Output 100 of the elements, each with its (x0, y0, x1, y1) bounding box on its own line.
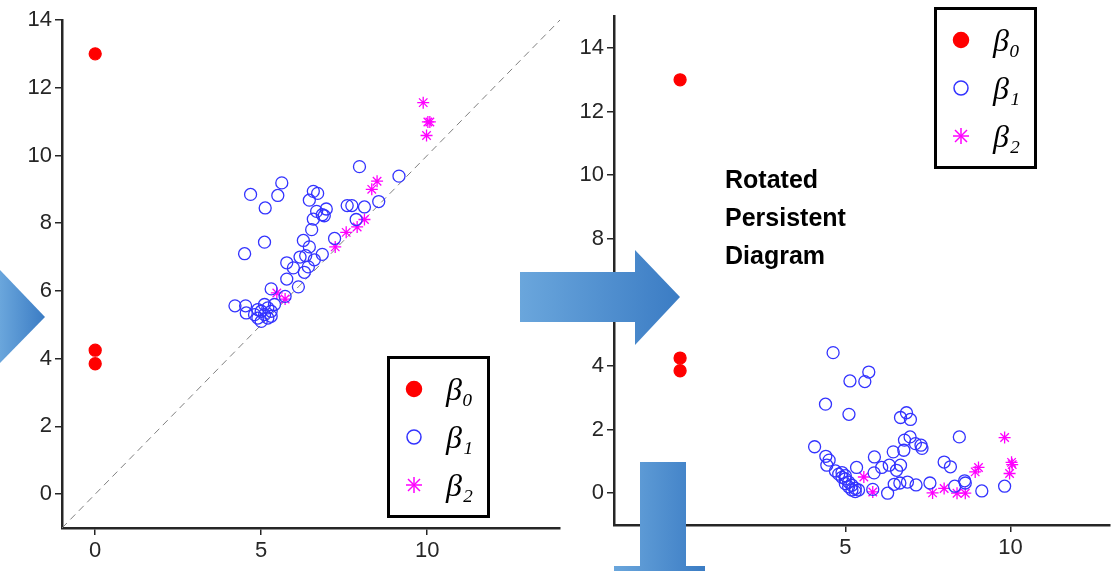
y-tick-label: 4 (39, 344, 52, 370)
point (309, 204, 324, 218)
point (893, 476, 907, 490)
point (301, 260, 315, 274)
point (841, 475, 856, 489)
point (257, 297, 272, 312)
point (306, 212, 320, 226)
x-tick-label: 0 (89, 537, 102, 563)
point (841, 480, 856, 494)
point (305, 222, 319, 237)
legend-label: β₀ (992, 21, 1020, 59)
point (297, 265, 312, 279)
point (258, 201, 272, 215)
point (392, 169, 406, 183)
point (257, 235, 272, 249)
point (315, 247, 329, 262)
point (923, 476, 937, 490)
x-tick-label: 5 (255, 537, 268, 563)
y-tick-label: 0 (39, 480, 52, 506)
point (280, 256, 294, 270)
point (997, 479, 1012, 493)
point (903, 412, 918, 427)
y-tick-label: 8 (591, 224, 604, 250)
point (893, 458, 908, 472)
point (267, 297, 282, 312)
y-tick-label: 2 (39, 412, 52, 438)
point (842, 407, 856, 421)
point (357, 200, 372, 214)
point (88, 343, 102, 357)
point (914, 438, 928, 452)
point (673, 364, 687, 378)
point (340, 198, 354, 213)
point (275, 176, 289, 190)
point (673, 351, 687, 365)
point (264, 282, 278, 296)
point (968, 465, 982, 479)
point (291, 280, 306, 294)
point (345, 198, 359, 213)
point (937, 455, 951, 469)
point (858, 374, 872, 389)
point (843, 374, 857, 388)
legend-label: β₀ (445, 370, 473, 408)
point (237, 247, 252, 261)
point (937, 481, 951, 496)
point (372, 194, 386, 209)
point (875, 460, 889, 475)
x-tick-label: 5 (839, 534, 852, 560)
point (845, 478, 859, 492)
point (997, 430, 1012, 445)
point (971, 460, 986, 475)
point (925, 486, 940, 500)
point (307, 253, 321, 267)
point (908, 436, 923, 451)
point (886, 445, 900, 459)
point (328, 240, 342, 254)
point (820, 458, 834, 472)
point (243, 187, 258, 202)
point (952, 430, 966, 444)
point (673, 73, 687, 87)
point (818, 397, 833, 411)
y-tick-label: 14 (579, 34, 604, 60)
point (851, 483, 866, 497)
point (838, 477, 852, 491)
y-tick-label: 4 (591, 352, 604, 378)
point (350, 220, 364, 234)
point (302, 240, 316, 254)
point (327, 231, 342, 246)
point (948, 479, 962, 493)
point (867, 466, 881, 480)
y-tick-label: 6 (39, 277, 52, 302)
annotation: Rotated Persistent Diagram (725, 164, 847, 271)
point (228, 299, 242, 313)
legend-label: β₂ (992, 117, 1020, 155)
point (238, 299, 253, 313)
point (899, 406, 914, 420)
point (239, 306, 253, 320)
y-tick-label: 2 (591, 415, 604, 441)
point (416, 95, 430, 110)
y-tick-label: 14 (27, 6, 52, 32)
x-tick-label: 10 (998, 534, 1023, 560)
point (857, 470, 871, 484)
point (296, 233, 311, 248)
y-tick-label: 0 (591, 479, 604, 505)
point (943, 460, 958, 474)
y-tick-label: 12 (579, 97, 604, 123)
point (807, 440, 822, 454)
legend-label: β₁ (992, 69, 1020, 107)
y-tick-label: 10 (579, 161, 604, 187)
point (280, 272, 294, 286)
point (419, 128, 434, 143)
legend-label: β₂ (445, 466, 473, 504)
y-tick-label: 8 (39, 209, 52, 235)
point (370, 174, 384, 188)
point (880, 486, 895, 500)
point (900, 475, 915, 489)
point (88, 357, 102, 371)
point (254, 314, 268, 329)
point (1002, 466, 1017, 481)
point (897, 433, 912, 447)
point (271, 188, 285, 203)
